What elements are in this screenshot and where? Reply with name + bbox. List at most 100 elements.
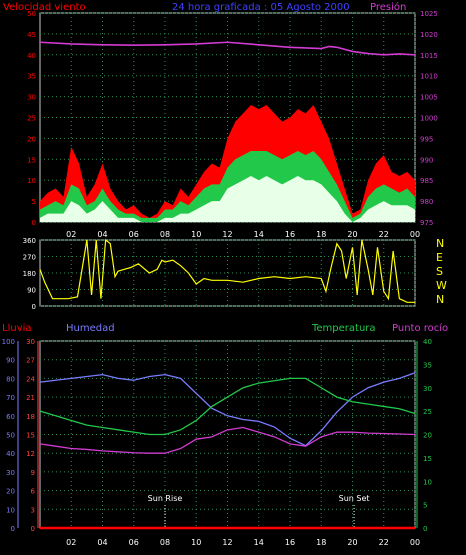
time-tick: 02 [66, 230, 76, 239]
pressure-tick: 995 [420, 135, 433, 143]
compass-tick: N [436, 237, 444, 250]
wind-speed-tick: 35 [27, 73, 36, 81]
time-tick: 18 [316, 230, 326, 239]
wind-pressure-series [39, 41, 416, 222]
pressure-series-line [39, 41, 416, 56]
rain-tick: 6 [31, 488, 36, 496]
wind-speed-tick: 15 [27, 156, 36, 164]
humidity-tick: 20 [6, 488, 15, 496]
wind-speed-tick: 40 [27, 52, 36, 60]
pressure-tick: 975 [420, 219, 433, 227]
humidity-temp-series [39, 372, 416, 530]
direction-degree-tick: 360 [23, 237, 36, 245]
humidity-series-line [39, 372, 416, 447]
dew-point-series-line [39, 426, 416, 454]
humidity-tick: 50 [6, 432, 15, 440]
humidity-tick: 90 [6, 357, 15, 365]
pressure-tick: 1015 [420, 52, 438, 60]
humidity-time-axis: 02 04 06 08 10 12 14 16 18 20 22 00 [66, 538, 420, 547]
wind-direction-degree-axis: 0 90 180 270 360 [23, 237, 36, 311]
time-tick: 08 [160, 230, 170, 239]
wind-direction-series-line [39, 238, 415, 303]
humidity-label: Humedad [66, 323, 115, 334]
rain-label: Lluvia [2, 323, 32, 334]
rain-tick: 21 [26, 394, 35, 402]
sun-marker-label: Sun Set [339, 494, 370, 503]
temperature-tick: 0 [423, 525, 427, 533]
time-tick: 10 [191, 230, 201, 239]
time-tick: 16 [285, 230, 295, 239]
direction-degree-tick: 90 [27, 287, 36, 295]
pressure-tick: 1020 [420, 31, 438, 39]
wind-speed-tick: 20 [27, 135, 36, 143]
wind-time-axis: 02 04 06 08 10 12 14 16 18 20 22 00 [66, 230, 420, 239]
rain-tick: 27 [26, 357, 35, 365]
humidity-tick: 40 [6, 450, 15, 458]
rain-tick: 3 [31, 506, 35, 514]
wind-speed-axis: 0 5 10 15 20 25 30 35 40 45 50 [27, 10, 36, 227]
time-tick: 14 [254, 538, 264, 547]
time-tick: 04 [97, 230, 107, 239]
humidity-tick: 100 [2, 338, 15, 346]
wind-speed-tick: 10 [27, 177, 36, 185]
pressure-axis: 975 980 985 990 995 1000 1005 1010 1015 1020 1025 [420, 10, 438, 227]
rain-tick: 18 [26, 413, 35, 421]
time-tick: 10 [191, 538, 201, 547]
wind-speed-tick: 45 [27, 31, 36, 39]
wind-speed-tick: 30 [27, 94, 36, 102]
rain-tick: 30 [26, 338, 35, 346]
time-tick: 04 [97, 538, 107, 547]
compass-tick: S [436, 265, 443, 278]
wind-speed-label: Velocidad viento [3, 2, 86, 13]
rain-tick: 24 [26, 375, 35, 383]
rain-axis: 0 3 6 9 12 15 18 21 24 27 30 [26, 338, 35, 533]
wind-direction-series [39, 238, 415, 303]
direction-degree-tick: 180 [23, 270, 36, 278]
pressure-tick: 1005 [420, 94, 438, 102]
temperature-axis: 0 5 10 15 20 25 30 35 40 [423, 338, 432, 533]
humidity-tick: 70 [6, 394, 15, 402]
time-tick: 20 [347, 538, 357, 547]
time-tick: 02 [66, 538, 76, 547]
compass-tick: W [436, 279, 447, 292]
time-tick: 18 [316, 538, 326, 547]
sun-annotations: Sun Rise Sun Set [148, 494, 370, 528]
humidity-axis: 0 10 20 30 40 50 60 70 80 90 100 [2, 338, 15, 533]
pressure-tick: 980 [420, 198, 433, 206]
pressure-tick: 985 [420, 177, 433, 185]
pressure-tick: 1010 [420, 73, 438, 81]
chart-title: 24 hora graficada : 05 Agosto 2000 [172, 2, 350, 13]
temperature-tick: 20 [423, 432, 432, 440]
time-tick: 06 [129, 230, 139, 239]
temperature-tick: 30 [423, 385, 432, 393]
temperature-tick: 25 [423, 408, 432, 416]
wind-speed-tick: 5 [32, 198, 36, 206]
pressure-tick: 1000 [420, 115, 438, 123]
temperature-tick: 15 [423, 455, 432, 463]
temperature-series-line [39, 377, 416, 436]
temperature-label: Temperatura [311, 323, 376, 334]
time-tick: 22 [379, 538, 389, 547]
rain-tick: 12 [26, 450, 35, 458]
dew-point-label: Punto rocío [392, 322, 448, 334]
direction-degree-tick: 270 [23, 254, 36, 262]
wind-speed-tick: 50 [27, 10, 36, 18]
humidity-tick: 10 [6, 506, 15, 514]
time-tick: 22 [379, 230, 389, 239]
time-tick: 14 [254, 230, 264, 239]
humidity-tick: 30 [6, 469, 15, 477]
temperature-tick: 10 [423, 478, 432, 486]
pressure-tick: 1025 [420, 10, 438, 18]
temperature-tick: 5 [423, 502, 427, 510]
rain-tick: 15 [26, 432, 35, 440]
time-tick: 20 [347, 230, 357, 239]
compass-tick: N [436, 293, 444, 306]
time-tick: 12 [222, 538, 232, 547]
pressure-label: Presión [370, 1, 406, 13]
humidity-tick: 0 [11, 525, 15, 533]
time-tick: 06 [129, 538, 139, 547]
sun-marker-label: Sun Rise [148, 494, 183, 503]
wind-pressure-grid [40, 12, 416, 223]
